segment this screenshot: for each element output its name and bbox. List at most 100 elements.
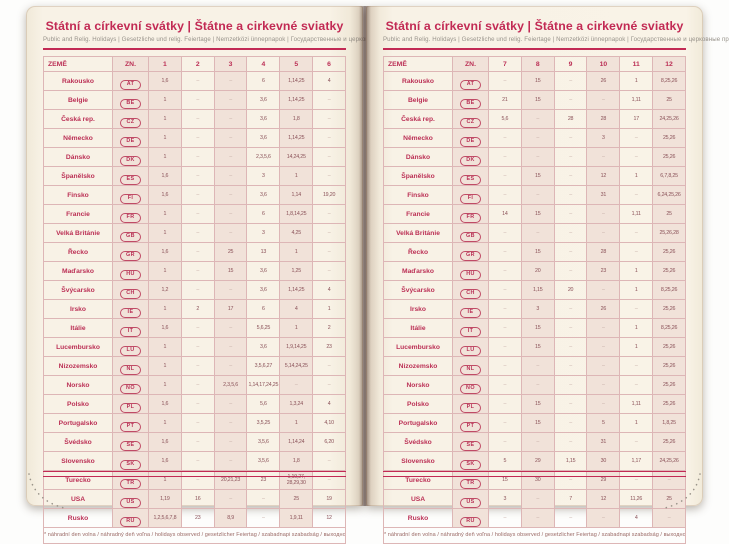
holiday-cell: 15 [520,90,555,110]
holiday-cell: 15 [520,242,555,262]
holiday-cell: 3 [246,223,281,243]
holiday-cell: – [553,261,588,281]
holiday-cell: – [213,109,248,129]
holiday-cell: 2 [312,318,346,338]
country-name: Irsko [383,299,453,319]
holiday-cell: 1,17 [619,451,654,471]
holiday-cell: 6,7,8,25 [652,166,686,186]
country-name: Norsko [43,375,113,395]
holiday-cell: – [180,242,215,262]
holiday-cell: – [180,375,215,395]
holiday-cell: 3,6 [246,109,281,129]
country-name: Lucembursko [383,337,453,357]
column-header: 11 [619,56,654,72]
holiday-cell: 5,14,24,25 [279,356,314,376]
country-name: Česká rep. [383,109,453,129]
holiday-cell: 12 [586,166,621,186]
holiday-cell: 4 [279,299,314,319]
country-code-cell: CH [112,280,149,300]
country-row: USA US 1,19 16– –25 19 [43,489,346,509]
country-name: Itálie [383,318,453,338]
holiday-cell: 13 [246,242,281,262]
holiday-cell: – [180,204,215,224]
holiday-cell: 25,26 [652,261,686,281]
country-name: Rakousko [43,71,113,91]
country-row: Česká rep. CZ 1– –3,6 1,8– [43,109,346,129]
country-code-cell: NL [452,356,489,376]
footnote-row: * náhradní den volna / náhradný deň voľn… [383,527,686,544]
holiday-cell: 20 [553,280,588,300]
country-code-badge: CH [460,288,481,299]
holiday-cell: 3 [488,489,522,509]
holiday-cell: – [180,185,215,205]
holiday-cell: – [213,356,248,376]
country-code-cell: IE [452,299,489,319]
country-row: Rakousko AT –15–26 1 8,25,26 [383,71,686,91]
holiday-cell: 3,6 [246,128,281,148]
holiday-cell: 1,6 [148,242,182,262]
holiday-cell: 15 [520,318,555,338]
diary-right-page: Státní a církevní svátky | Štátne a cirk… [366,6,729,544]
holiday-cell: – [213,337,248,357]
country-row: Velká Británie GB 1– –3 4,25– [43,223,346,243]
holiday-cell: 1 [619,318,654,338]
holiday-cell: 2,3,5,6 [246,147,281,167]
country-code-cell: US [452,489,489,509]
country-code-cell: ES [112,166,149,186]
holiday-cell: 1 [148,90,182,110]
holiday-cell: 1 [619,71,654,91]
column-header: ZEMĚ [43,56,113,72]
holiday-cell: 15 [520,204,555,224]
holiday-cell: 1,8,14,25 [279,204,314,224]
holiday-cell: 25 [279,489,314,509]
holiday-cell: – [246,508,281,528]
holiday-cell: 30 [520,470,555,490]
holiday-cell: – [586,394,621,414]
holiday-cell: 1 [279,166,314,186]
country-name: Švédsko [43,432,113,452]
holiday-cell: – [213,280,248,300]
column-header: ZEMĚ [383,56,453,72]
holiday-cell: 24,25,26 [652,109,686,129]
holiday-cell: – [246,489,281,509]
holiday-cell: – [180,128,215,148]
holiday-cell: 1 [148,375,182,395]
holiday-cell: – [488,280,522,300]
country-code-badge: FI [460,193,481,204]
country-code-badge: BE [460,98,481,109]
country-code-badge: NL [460,364,481,375]
country-name: Švýcarsko [43,280,113,300]
country-code-badge: SE [460,440,481,451]
holiday-cell: – [553,337,588,357]
country-name: Dánsko [383,147,453,167]
holiday-cell: – [488,71,522,91]
holiday-cell: 1 [312,299,346,319]
country-row: Dánsko DK 1– –2,3,5,6 14,24,25– [43,147,346,167]
holiday-cell: 1,3,24 [279,394,314,414]
country-code-cell: TR [452,470,489,490]
holiday-cell: 1,6 [148,432,182,452]
holiday-cell: – [520,432,555,452]
holiday-cell: – [553,508,588,528]
country-name: Rusko [383,508,453,528]
holiday-cell: 1 [148,299,182,319]
holiday-cell: – [553,394,588,414]
country-row: Švýcarsko CH 1,2– –3,6 1,14,25 4 [43,280,346,300]
holiday-cell: 25,26 [652,394,686,414]
country-name: Španělsko [43,166,113,186]
country-name: Lucembursko [43,337,113,357]
holiday-cell: 6 [246,204,281,224]
country-code-cell: SE [452,432,489,452]
holiday-cell: 12 [312,508,346,528]
holiday-cell: 8,25,26 [652,71,686,91]
country-code-badge: PL [120,402,141,413]
holiday-cell: 25,26 [652,337,686,357]
holiday-cell: 1,2 [148,280,182,300]
country-code-cell: IT [112,318,149,338]
country-code-badge: PT [120,421,141,432]
page-subtitle: Public and Relig. Holidays | Gesetzliche… [383,36,729,43]
country-code-badge: NO [120,383,141,394]
country-code-badge: CZ [460,117,481,128]
country-row: Švédsko SE 1,6– –3,5,6 1,14,24 6,20 [43,432,346,452]
country-code-badge: DE [120,136,141,147]
